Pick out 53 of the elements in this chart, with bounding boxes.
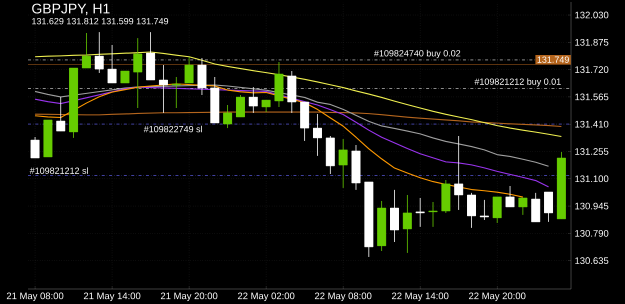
candlestick xyxy=(94,32,104,74)
candlestick xyxy=(492,196,502,224)
candlestick xyxy=(506,186,515,208)
y-tick-label: 132.030 xyxy=(575,12,608,18)
candlestick xyxy=(248,86,258,114)
candlestick xyxy=(108,44,117,84)
candlestick xyxy=(402,194,412,254)
x-tick-label: 21 May 08:00 xyxy=(6,292,64,302)
candlestick xyxy=(172,76,181,108)
ref-line-label: 131.749 xyxy=(538,56,569,63)
ref-line-label: #109821212 sl xyxy=(30,167,88,174)
candlestick xyxy=(120,70,130,84)
y-tick-label: 131.565 xyxy=(575,94,608,100)
candlestick xyxy=(184,56,194,84)
candlestick xyxy=(531,192,540,222)
candlestick xyxy=(197,58,206,96)
y-tick-label: 131.720 xyxy=(575,66,608,73)
x-tick-label: 22 May 02:00 xyxy=(238,292,294,302)
candlestick xyxy=(416,198,425,228)
ref-line-label: #109824740 buy 0.02 xyxy=(374,50,460,58)
ref-line-label: #109821212 buy 0.01 xyxy=(474,78,561,87)
x-tick-label: 21 May 14:00 xyxy=(84,292,140,302)
candlestick xyxy=(338,138,348,188)
candlestick xyxy=(480,200,489,220)
candlestick xyxy=(518,198,528,216)
x-tick-label: 22 May 20:00 xyxy=(468,292,526,302)
y-tick-label: 131.410 xyxy=(575,120,608,128)
y-tick-label: 130.790 xyxy=(575,230,608,237)
x-tick-label: 21 May 20:00 xyxy=(160,292,218,302)
chart-title: GBPJPY, H1 xyxy=(32,4,110,16)
candlestick xyxy=(390,189,399,242)
candlestick xyxy=(262,100,271,112)
y-tick-label: 131.100 xyxy=(575,175,608,182)
candlestick xyxy=(312,114,322,156)
candlestick xyxy=(82,32,91,68)
candlestick xyxy=(428,202,438,228)
x-tick-label: 22 May 14:00 xyxy=(392,292,448,302)
candlestick xyxy=(223,104,232,128)
ref-line-label: #109822749 sl xyxy=(144,126,202,132)
y-tick-label: 130.635 xyxy=(575,257,608,264)
candlestick xyxy=(454,136,464,210)
candlestick xyxy=(133,38,142,108)
x-tick-label: 22 May 08:00 xyxy=(314,292,372,302)
y-tick-label: 130.945 xyxy=(575,202,608,210)
candlestick xyxy=(467,192,476,228)
text: 131.629 131.812 131.599 131.749 xyxy=(32,18,168,24)
candlestick xyxy=(158,64,168,114)
candlestick xyxy=(30,136,40,158)
candlestick xyxy=(236,94,245,118)
y-tick-label: 131.255 xyxy=(575,148,608,155)
y-tick-label: 131.875 xyxy=(575,38,608,46)
candlestick xyxy=(56,96,66,132)
candlestick xyxy=(544,192,554,222)
